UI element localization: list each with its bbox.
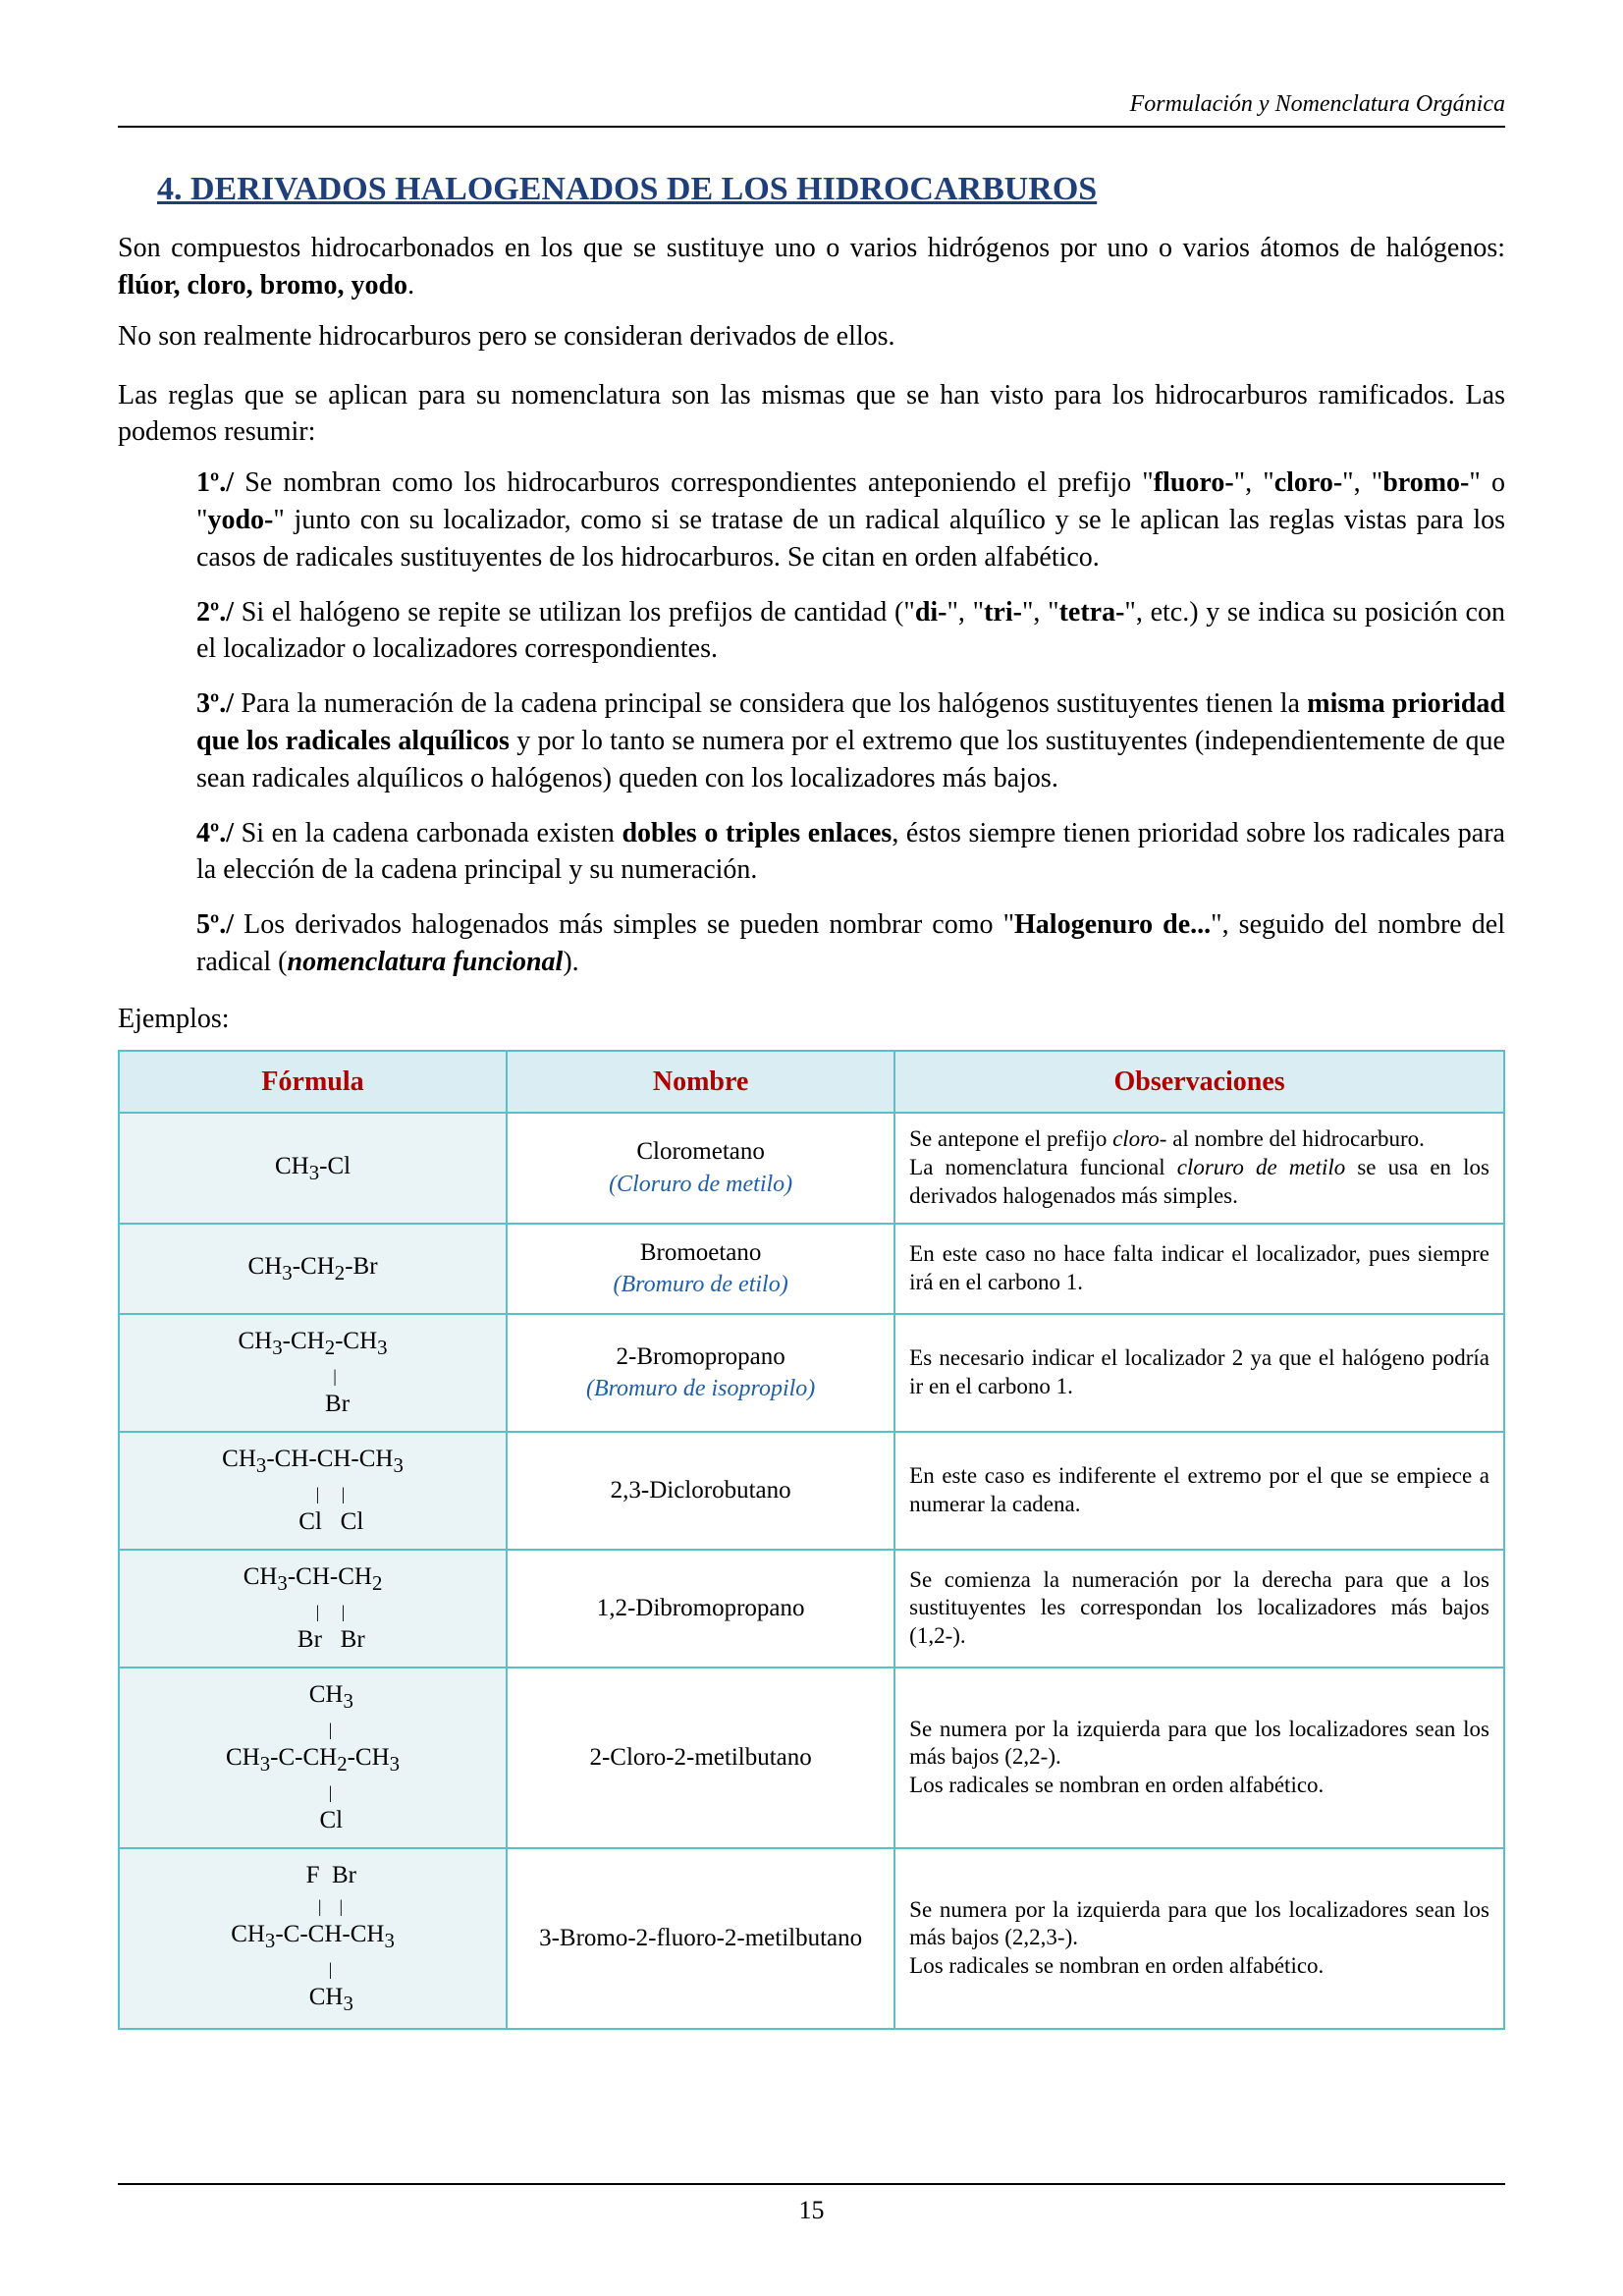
cell-obs: Se numera por la izquierda para que los … bbox=[894, 1667, 1504, 1848]
cell-name: 2,3-Diclorobutano bbox=[507, 1432, 894, 1550]
running-header: Formulación y Nomenclatura Orgánica bbox=[118, 88, 1505, 128]
running-title: Formulación y Nomenclatura Orgánica bbox=[1130, 91, 1505, 117]
text: ", " bbox=[947, 597, 985, 628]
cell-obs: Se numera por la izquierda para que los … bbox=[894, 1848, 1504, 2029]
cell-formula: CH3-CH-CH-CH3 | | Cl Cl bbox=[119, 1432, 507, 1550]
page-number: 15 bbox=[799, 2196, 825, 2224]
text: Los derivados halogenados más simples se… bbox=[234, 909, 1014, 940]
text: ", " bbox=[1022, 597, 1059, 628]
intro-p3: Las reglas que se aplican para su nomenc… bbox=[118, 377, 1505, 452]
prefix: di- bbox=[915, 597, 947, 628]
emphasis-italic: nomenclatura funcional bbox=[288, 947, 564, 977]
cell-name: 2-Cloro-2-metilbutano bbox=[507, 1667, 894, 1848]
section-title-text: DERIVADOS HALOGENADOS DE LOS HIDROCARBUR… bbox=[190, 171, 1097, 207]
cell-formula: CH3-Cl bbox=[119, 1113, 507, 1223]
cell-obs: Se antepone el prefijo cloro- al nombre … bbox=[894, 1113, 1504, 1223]
intro-p2: No son realmente hidrocarburos pero se c… bbox=[118, 318, 1505, 355]
text: Son compuestos hidrocarbonados en los qu… bbox=[118, 233, 1505, 263]
intro-block: Son compuestos hidrocarbonados en los qu… bbox=[118, 230, 1505, 451]
text: Se nombran como los hidrocarburos corres… bbox=[234, 467, 1154, 498]
rule-label: 2º./ bbox=[196, 597, 234, 628]
rule-3: 3º./ Para la numeración de la cadena pri… bbox=[196, 685, 1505, 796]
rule-label: 5º./ bbox=[196, 909, 234, 940]
rules-block: 1º./ Se nombran como los hidrocarburos c… bbox=[196, 465, 1505, 981]
intro-p1: Son compuestos hidrocarbonados en los qu… bbox=[118, 230, 1505, 304]
table-header-row: Fórmula Nombre Observaciones bbox=[119, 1051, 1504, 1114]
text: Si en la cadena carbonada existen bbox=[234, 818, 622, 848]
cell-obs: En este caso es indiferente el extremo p… bbox=[894, 1432, 1504, 1550]
rule-label: 4º./ bbox=[196, 818, 234, 848]
cell-name: 3-Bromo-2-fluoro-2-metilbutano bbox=[507, 1848, 894, 2029]
cell-obs: Se comienza la numeración por la derecha… bbox=[894, 1550, 1504, 1667]
cell-obs: En este caso no hace falta indicar el lo… bbox=[894, 1224, 1504, 1314]
table-row: F Br | |CH3-C-CH-CH3 | CH33-Bromo-2-fluo… bbox=[119, 1848, 1504, 2029]
text: ). bbox=[563, 947, 578, 977]
prefix: tri- bbox=[984, 597, 1022, 628]
rule-5: 5º./ Los derivados halogenados más simpl… bbox=[196, 906, 1505, 981]
examples-label: Ejemplos: bbox=[118, 1001, 1505, 1038]
emphasis: dobles o triples enlaces bbox=[622, 818, 892, 848]
rule-2: 2º./ Si el halógeno se repite se utiliza… bbox=[196, 594, 1505, 669]
cell-formula: CH3 |CH3-C-CH2-CH3 | Cl bbox=[119, 1667, 507, 1848]
table-row: CH3-CH-CH-CH3 | | Cl Cl2,3-Diclorobutano… bbox=[119, 1432, 1504, 1550]
rule-label: 1º./ bbox=[196, 467, 234, 498]
cell-formula: CH3-CH2-CH3 | Br bbox=[119, 1314, 507, 1432]
examples-table: Fórmula Nombre Observaciones CH3-ClCloro… bbox=[118, 1050, 1505, 2030]
emphasis: Halogenuro de... bbox=[1014, 909, 1211, 940]
footer: 15 bbox=[118, 2183, 1505, 2227]
cell-formula: CH3-CH-CH2 | | Br Br bbox=[119, 1550, 507, 1667]
prefix: cloro- bbox=[1274, 467, 1342, 498]
section-title: 4. DERIVADOS HALOGENADOS DE LOS HIDROCAR… bbox=[157, 167, 1505, 212]
rule-label: 3º./ bbox=[196, 688, 234, 719]
cell-obs: Es necesario indicar el localizador 2 ya… bbox=[894, 1314, 1504, 1432]
cell-name: Bromoetano(Bromuro de etilo) bbox=[507, 1224, 894, 1314]
text: ", " bbox=[1342, 467, 1382, 498]
col-name: Nombre bbox=[507, 1051, 894, 1114]
table-row: CH3-CH2-CH3 | Br2-Bromopropano(Bromuro d… bbox=[119, 1314, 1504, 1432]
text: . bbox=[407, 270, 414, 301]
prefix: fluoro- bbox=[1154, 467, 1234, 498]
text: " junto con su localizador, como si se t… bbox=[196, 505, 1505, 573]
cell-name: Clorometano(Cloruro de metilo) bbox=[507, 1113, 894, 1223]
table-row: CH3-CH-CH2 | | Br Br1,2-DibromopropanoSe… bbox=[119, 1550, 1504, 1667]
cell-name: 2-Bromopropano(Bromuro de isopropilo) bbox=[507, 1314, 894, 1432]
table-body: CH3-ClClorometano(Cloruro de metilo)Se a… bbox=[119, 1113, 1504, 2028]
table-row: CH3 |CH3-C-CH2-CH3 | Cl2-Cloro-2-metilbu… bbox=[119, 1667, 1504, 1848]
table-row: CH3-CH2-BrBromoetano(Bromuro de etilo)En… bbox=[119, 1224, 1504, 1314]
cell-formula: F Br | |CH3-C-CH-CH3 | CH3 bbox=[119, 1848, 507, 2029]
page: Formulación y Nomenclatura Orgánica 4. D… bbox=[0, 0, 1623, 2296]
text: ", " bbox=[1234, 467, 1274, 498]
halogens-list: flúor, cloro, bromo, yodo bbox=[118, 270, 407, 301]
section-number: 4. bbox=[157, 171, 183, 207]
prefix: tetra- bbox=[1059, 597, 1125, 628]
col-obs: Observaciones bbox=[894, 1051, 1504, 1114]
prefix: yodo- bbox=[207, 505, 273, 535]
rule-1: 1º./ Se nombran como los hidrocarburos c… bbox=[196, 465, 1505, 575]
text: Para la numeración de la cadena principa… bbox=[234, 688, 1307, 719]
prefix: bromo- bbox=[1382, 467, 1469, 498]
rule-4: 4º./ Si en la cadena carbonada existen d… bbox=[196, 815, 1505, 890]
table-row: CH3-ClClorometano(Cloruro de metilo)Se a… bbox=[119, 1113, 1504, 1223]
col-formula: Fórmula bbox=[119, 1051, 507, 1114]
cell-name: 1,2-Dibromopropano bbox=[507, 1550, 894, 1667]
text: Si el halógeno se repite se utilizan los… bbox=[234, 597, 915, 628]
cell-formula: CH3-CH2-Br bbox=[119, 1224, 507, 1314]
